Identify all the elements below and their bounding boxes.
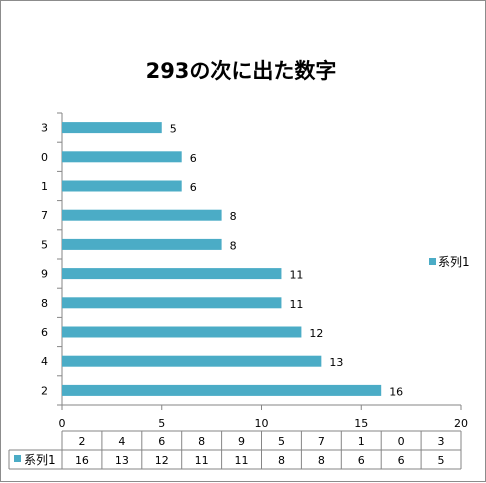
table-value-cell: 12 bbox=[155, 454, 169, 467]
table-header-cell: 9 bbox=[238, 435, 245, 448]
table-header-cell: 7 bbox=[318, 435, 325, 448]
x-tick-label: 20 bbox=[454, 417, 468, 430]
bar bbox=[62, 384, 382, 396]
y-tick-label: 0 bbox=[41, 151, 48, 164]
data-label: 12 bbox=[309, 327, 323, 340]
x-tick-label: 0 bbox=[59, 417, 66, 430]
y-tick-label: 3 bbox=[41, 122, 48, 135]
chart-title: 293の次に出た数字 bbox=[146, 59, 337, 83]
bar bbox=[62, 297, 282, 309]
table-header-cell: 1 bbox=[358, 435, 365, 448]
table-header-cell: 5 bbox=[278, 435, 285, 448]
data-label: 8 bbox=[230, 239, 237, 252]
data-label: 11 bbox=[289, 269, 303, 282]
table-value-cell: 8 bbox=[318, 454, 325, 467]
y-tick-label: 1 bbox=[41, 180, 48, 193]
y-tick-label: 4 bbox=[41, 355, 48, 368]
table-value-cell: 13 bbox=[115, 454, 129, 467]
table-legend-swatch bbox=[14, 455, 21, 462]
table-value-cell: 16 bbox=[75, 454, 89, 467]
table-header-cell: 3 bbox=[438, 435, 445, 448]
table-value-cell: 8 bbox=[278, 454, 285, 467]
data-label: 13 bbox=[329, 356, 343, 369]
x-tick-label: 10 bbox=[255, 417, 269, 430]
table-row-label: 系列1 bbox=[24, 453, 56, 467]
table-header-cell: 2 bbox=[78, 435, 85, 448]
data-label: 16 bbox=[389, 385, 403, 398]
y-tick-label: 6 bbox=[41, 326, 48, 339]
bar bbox=[62, 209, 222, 221]
bar bbox=[62, 122, 162, 134]
y-tick-label: 7 bbox=[41, 209, 48, 222]
bar bbox=[62, 180, 182, 192]
table-header-cell: 4 bbox=[118, 435, 125, 448]
bar bbox=[62, 151, 182, 163]
x-tick-label: 5 bbox=[158, 417, 165, 430]
legend-label: 系列1 bbox=[438, 255, 470, 269]
data-label: 8 bbox=[230, 210, 237, 223]
legend: 系列1 bbox=[429, 255, 470, 269]
y-tick-label: 2 bbox=[41, 384, 48, 397]
table-value-cell: 6 bbox=[358, 454, 365, 467]
table-value-cell: 6 bbox=[398, 454, 405, 467]
plot-area: 0 5 10 15 202 164 136 128 119 115 87 81 60 63 5 bbox=[41, 112, 468, 430]
table-header-cell: 6 bbox=[158, 435, 165, 448]
table-header-cell: 8 bbox=[198, 435, 205, 448]
y-tick-label: 9 bbox=[41, 268, 48, 281]
table-value-cell: 5 bbox=[438, 454, 445, 467]
table-value-cell: 11 bbox=[195, 454, 209, 467]
x-tick-label: 15 bbox=[354, 417, 368, 430]
table-value-cell: 11 bbox=[235, 454, 249, 467]
y-tick-label: 5 bbox=[41, 238, 48, 251]
bar bbox=[62, 238, 222, 250]
data-label: 5 bbox=[170, 123, 177, 136]
bar bbox=[62, 326, 302, 338]
data-label: 11 bbox=[289, 298, 303, 311]
bar bbox=[62, 268, 282, 280]
bar bbox=[62, 355, 322, 367]
data-label: 6 bbox=[190, 181, 197, 194]
legend-swatch bbox=[429, 258, 436, 265]
table-header-cell: 0 bbox=[398, 435, 405, 448]
data-label: 6 bbox=[190, 152, 197, 165]
y-tick-label: 8 bbox=[41, 297, 48, 310]
